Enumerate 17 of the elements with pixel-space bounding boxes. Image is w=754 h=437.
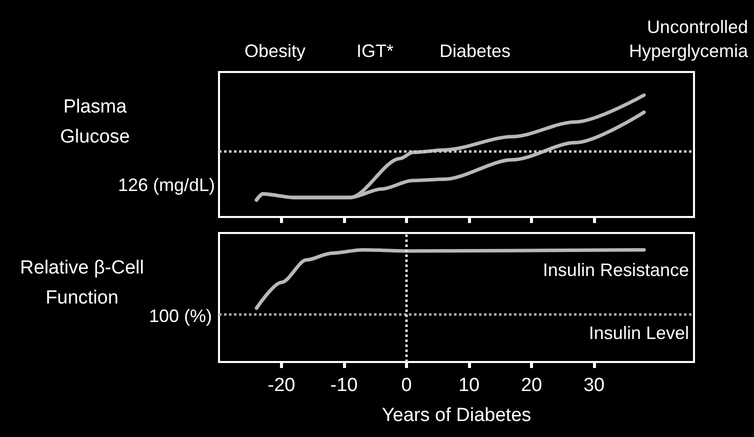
text: IGT* <box>356 41 394 61</box>
x-tick-label: 0 <box>401 375 412 396</box>
text: 126 (mg/dL) <box>118 175 215 195</box>
text: Uncontrolled Hyperglycemia <box>628 17 749 61</box>
x-tick-label: -20 <box>268 375 296 396</box>
text: Obesity <box>244 41 306 61</box>
y-axis-title: Plasma Glucose <box>60 96 130 148</box>
x-tick-label: -10 <box>330 375 358 396</box>
x-tick-label: 20 <box>520 375 542 396</box>
y-axis-title: Relative β-Cell Function <box>20 258 144 308</box>
text: 100 (%) <box>148 306 212 326</box>
x-axis-title: Years of Diabetes <box>382 405 532 426</box>
annotation: Insulin Level <box>588 323 689 343</box>
x-tick-label: 30 <box>583 375 605 396</box>
text: Diabetes <box>439 41 511 61</box>
x-tick-label: 10 <box>458 375 480 396</box>
annotation: Insulin Resistance <box>542 260 689 280</box>
